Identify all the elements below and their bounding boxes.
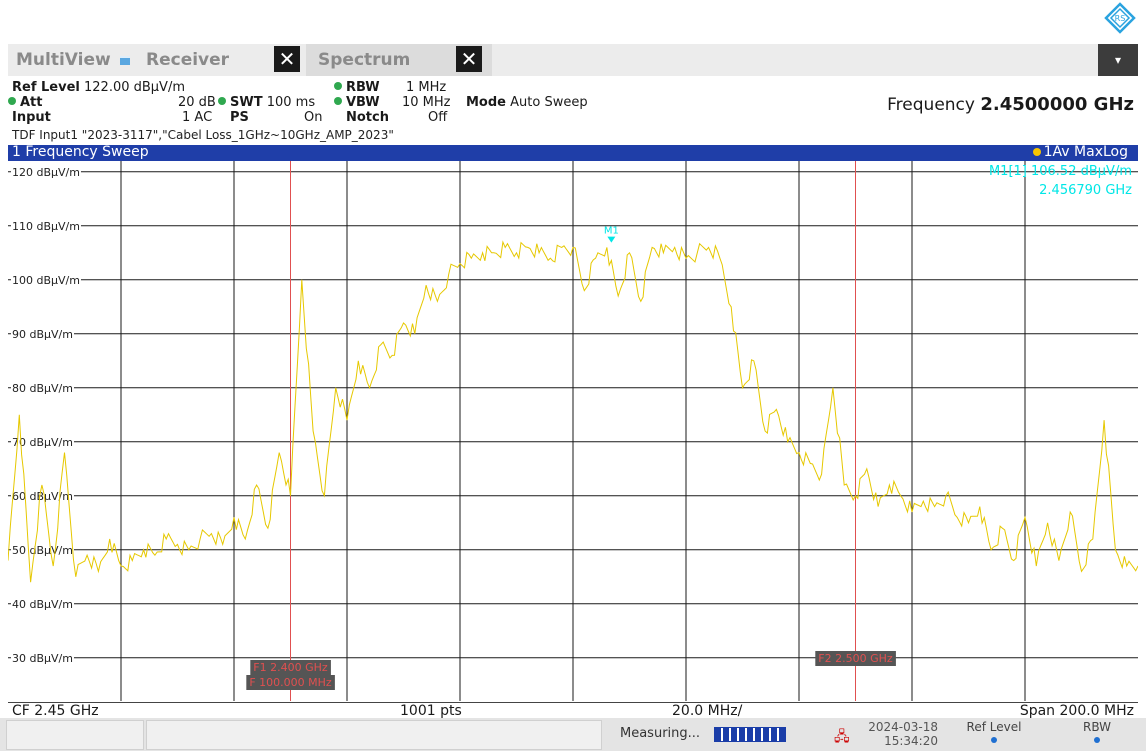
top-bar: RS — [0, 0, 1146, 40]
swt-status-icon — [218, 97, 226, 105]
vbw-status-icon — [334, 97, 342, 105]
trace-label-text: 1Av MaxLog — [1043, 144, 1128, 160]
rbw-indicator-icon — [1094, 737, 1100, 743]
swt-value[interactable]: 100 ms — [266, 95, 316, 110]
y-tick-label: 110 dBµV/m — [12, 220, 80, 233]
ref-level-value[interactable]: 122.00 dBµV/m — [84, 80, 185, 95]
measuring-status: Measuring... — [620, 726, 701, 741]
ps-value[interactable]: On — [304, 110, 323, 125]
y-tick-label: 30 dBµV/m — [12, 652, 73, 665]
y-tick-label-background — [11, 543, 74, 557]
close-receiver-tab-button[interactable]: ✕ — [274, 46, 300, 72]
y-tick-label-background — [11, 597, 74, 611]
y-tick-label-background — [11, 273, 81, 287]
diagram-footer: CF 2.45 GHz 1001 pts 20.0 MHz/ Span 200.… — [8, 702, 1138, 719]
rohde-schwarz-logo-icon: RS — [1104, 2, 1136, 34]
parameter-panel: Ref Level 122.00 dBµV/m Att 20 dB Input … — [8, 78, 1138, 144]
ps-label: PS — [230, 110, 249, 125]
y-tick-label-background — [11, 381, 74, 395]
frequency-span: Span 200.0 MHz — [1019, 703, 1134, 719]
y-tick-label: 120 dBµV/m — [12, 166, 80, 179]
y-tick-label: 90 dBµV/m — [12, 328, 73, 341]
y-tick-label-background — [11, 327, 74, 341]
marker-m1-label: M1 — [604, 226, 619, 237]
att-label: Att — [20, 95, 43, 110]
att-status-icon — [8, 97, 16, 105]
status-field-2[interactable] — [146, 720, 602, 750]
input-label: Input — [12, 110, 51, 125]
transducer-info: TDF Input1 "2023-3117","Cabel Loss_1GHz~… — [12, 128, 394, 142]
swt-label: SWT — [230, 95, 263, 110]
trace-1-line — [8, 240, 1138, 583]
notch-label: Notch — [346, 110, 389, 125]
date-time: 2024-03-18 15:34:20 — [862, 720, 938, 748]
y-tick-label-background — [11, 219, 81, 233]
y-tick-label: 50 dBµV/m — [12, 544, 73, 557]
marker-m1-icon — [607, 236, 616, 243]
y-tick-label: 70 dBµV/m — [12, 436, 73, 449]
frequency-line-1-label-background — [250, 660, 331, 675]
frequency-line-2-label: F2 2.500 GHz — [818, 652, 893, 665]
rbw-value[interactable]: 1 MHz — [406, 80, 447, 95]
sweep-points: 1001 pts — [400, 703, 462, 719]
center-frequency-footer: CF 2.45 GHz — [12, 703, 99, 719]
multiview-window-icon — [120, 56, 130, 65]
trace-color-icon — [1032, 148, 1041, 156]
frequency-per-division: 20.0 MHz/ — [672, 703, 743, 719]
frequency-sweep-diagram: 1 Frequency Sweep 1Av MaxLog 120 dBµV/m 1… — [8, 144, 1138, 719]
y-tick-label-background — [11, 165, 81, 179]
y-tick-label: 80 dBµV/m — [12, 382, 73, 395]
frequency-value: 2.4500000 GHz — [980, 94, 1134, 115]
mode-label: Mode — [466, 95, 506, 110]
tab-menu-dropdown-button[interactable]: ▾ — [1098, 44, 1138, 76]
spectrum-plot[interactable]: 120 dBµV/m 110 dBµV/m 100 dBµV/m 90 dBµV/m 8… — [8, 161, 1138, 701]
ref-level-indicator-icon — [991, 737, 997, 743]
vbw-value[interactable]: 10 MHz — [402, 95, 451, 110]
y-tick-label-background — [11, 489, 74, 503]
tab-receiver[interactable]: Receiver — [146, 50, 230, 70]
diagram-title: 1 Frequency Sweep — [12, 144, 149, 160]
diagram-header: 1 Frequency Sweep 1Av MaxLog — [8, 144, 1138, 161]
close-spectrum-tab-button[interactable]: ✕ — [456, 46, 482, 72]
att-value[interactable]: 20 dB — [178, 95, 216, 110]
rbw-softkey-label: RBW — [1082, 720, 1111, 734]
vbw-label: VBW — [346, 95, 380, 110]
ref-level-softkey[interactable]: Ref Level — [962, 720, 1026, 743]
svg-text:RS: RS — [1115, 14, 1126, 23]
y-tick-label-background — [11, 651, 74, 665]
marker-readout-frequency: 2.456790 GHz — [1039, 183, 1132, 198]
input-value[interactable]: 1 AC — [182, 110, 213, 125]
measurement-progress-bar — [714, 727, 786, 742]
rbw-softkey[interactable]: RBW — [1072, 720, 1122, 743]
status-date: 2024-03-18 — [868, 720, 938, 734]
ref-level-label: Ref Level — [12, 80, 80, 95]
y-tick-label-background — [11, 435, 74, 449]
frequency-line-1-label: F1 2.400 GHz — [253, 661, 328, 674]
tab-multiview[interactable]: MultiView — [16, 50, 111, 70]
status-time: 15:34:20 — [884, 734, 938, 748]
status-bar: Measuring... 🖧 2024-03-18 15:34:20 Ref L… — [0, 718, 1146, 751]
rbw-status-icon — [334, 82, 342, 90]
y-tick-label: 60 dBµV/m — [12, 490, 73, 503]
rbw-label: RBW — [346, 80, 380, 95]
frequency-line-2-label-background — [815, 651, 896, 666]
frequency-label: Frequency — [887, 95, 975, 115]
tab-bar: MultiView Receiver ✕ Spectrum ✕ ▾ — [8, 44, 1138, 76]
frequency-span-label: F 100.000 MHz — [249, 676, 332, 689]
y-tick-label: 100 dBµV/m — [12, 274, 80, 287]
y-tick-label: 40 dBµV/m — [12, 598, 73, 611]
mode-value[interactable]: Auto Sweep — [510, 95, 588, 110]
trace-label[interactable]: 1Av MaxLog — [1032, 144, 1128, 160]
frequency-span-label-background — [246, 675, 335, 690]
tab-spectrum[interactable]: Spectrum — [318, 50, 411, 70]
status-field-1[interactable] — [6, 720, 144, 750]
center-frequency-display[interactable]: Frequency 2.4500000 GHz — [887, 94, 1134, 115]
network-icon: 🖧 — [834, 729, 850, 745]
marker-readout-level: M1[1] 106.52 dBµV/m — [989, 164, 1132, 179]
ref-level-softkey-label: Ref Level — [966, 720, 1022, 734]
notch-value[interactable]: Off — [428, 110, 448, 125]
